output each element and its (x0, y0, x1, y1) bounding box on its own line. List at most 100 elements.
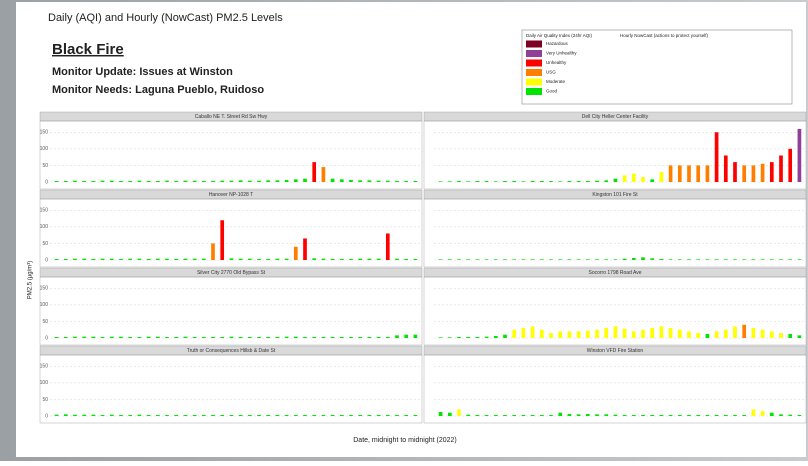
bar (100, 258, 105, 260)
bar (475, 181, 480, 182)
bar (659, 415, 664, 416)
bar (650, 328, 655, 338)
bar (201, 258, 206, 260)
legend-swatch (526, 59, 542, 67)
bar (659, 259, 664, 260)
bar (521, 259, 526, 260)
bar (659, 326, 664, 338)
bar (687, 165, 691, 182)
bar (521, 328, 526, 338)
bar (385, 180, 390, 182)
bar (622, 175, 627, 182)
bar (201, 415, 206, 416)
bar (457, 337, 461, 338)
legend-swatch (526, 69, 542, 76)
bar (349, 415, 353, 416)
panel-title: Hanover NP-1028 T (209, 192, 253, 198)
bar (723, 259, 728, 260)
bar (385, 415, 390, 416)
bar (192, 180, 197, 182)
bar (54, 337, 59, 338)
bar (183, 336, 188, 338)
bar (779, 333, 783, 338)
bar (493, 336, 498, 338)
bar (613, 259, 618, 260)
bar (303, 178, 307, 182)
legend-header: Daily Air Quality Index (24hr AQI) (526, 33, 593, 38)
bar (367, 415, 372, 416)
bar (641, 257, 645, 260)
bar (539, 329, 544, 338)
bar (109, 258, 114, 260)
y-tick-label: 150 (40, 130, 49, 136)
legend-label: Unhealthy (546, 60, 567, 65)
bar (549, 181, 553, 182)
bar (339, 337, 344, 338)
chart-title: Daily (AQI) and Hourly (NowCast) PM2.5 L… (48, 12, 283, 24)
bar (558, 259, 563, 260)
monitor-update: Monitor Update: Issues at Winston (52, 66, 233, 78)
bar (128, 181, 133, 182)
bar (321, 258, 326, 260)
bar (413, 334, 418, 338)
bar (82, 336, 87, 338)
bar (567, 259, 572, 260)
y-tick-label: 50 (42, 319, 48, 325)
bar (367, 258, 372, 260)
bar (247, 180, 252, 182)
y-tick-label: 50 (42, 397, 48, 403)
bar (91, 414, 96, 416)
panel-frame (39, 198, 423, 268)
bar (247, 258, 252, 260)
y-tick-label: 50 (42, 163, 48, 169)
bar (466, 414, 471, 416)
bar (395, 335, 399, 338)
bar (521, 181, 526, 182)
bar (714, 415, 719, 416)
bar (503, 181, 507, 182)
bar (266, 415, 271, 416)
bar (321, 337, 326, 338)
y-tick-label: 50 (42, 241, 48, 247)
panel-title: Caballo NE T. Street Rd Sw Hwy (195, 114, 268, 120)
bar (146, 259, 151, 260)
bar (742, 259, 747, 260)
bar (201, 337, 206, 338)
bar (714, 259, 719, 260)
bar (119, 336, 123, 338)
bar (530, 326, 535, 338)
bar (797, 128, 802, 182)
bar (447, 337, 452, 338)
bar (229, 258, 234, 260)
bar (54, 259, 59, 260)
bar (137, 258, 142, 260)
bar (475, 415, 480, 416)
bar (788, 259, 793, 260)
panel-frame (423, 198, 807, 268)
bar (466, 259, 471, 260)
bar (613, 326, 618, 338)
bar (128, 258, 133, 260)
bar (705, 415, 710, 416)
bar (257, 337, 261, 338)
y-tick-label: 0 (45, 257, 48, 263)
bar (769, 412, 774, 416)
bar (576, 259, 581, 260)
y-tick-label: 150 (40, 208, 49, 214)
bar (503, 334, 507, 338)
bar (100, 337, 105, 338)
bar (82, 258, 87, 260)
bar (63, 259, 68, 260)
bar (641, 415, 645, 416)
bar (192, 415, 197, 416)
bar (779, 259, 783, 260)
bar (146, 181, 151, 182)
bar (229, 336, 234, 338)
bar (447, 412, 452, 416)
panel-title: Socorro 1798 Road Ave (588, 270, 641, 276)
bar (349, 259, 353, 260)
bar (595, 259, 599, 260)
bar (119, 181, 123, 182)
bar (585, 259, 590, 260)
bar (395, 258, 399, 260)
